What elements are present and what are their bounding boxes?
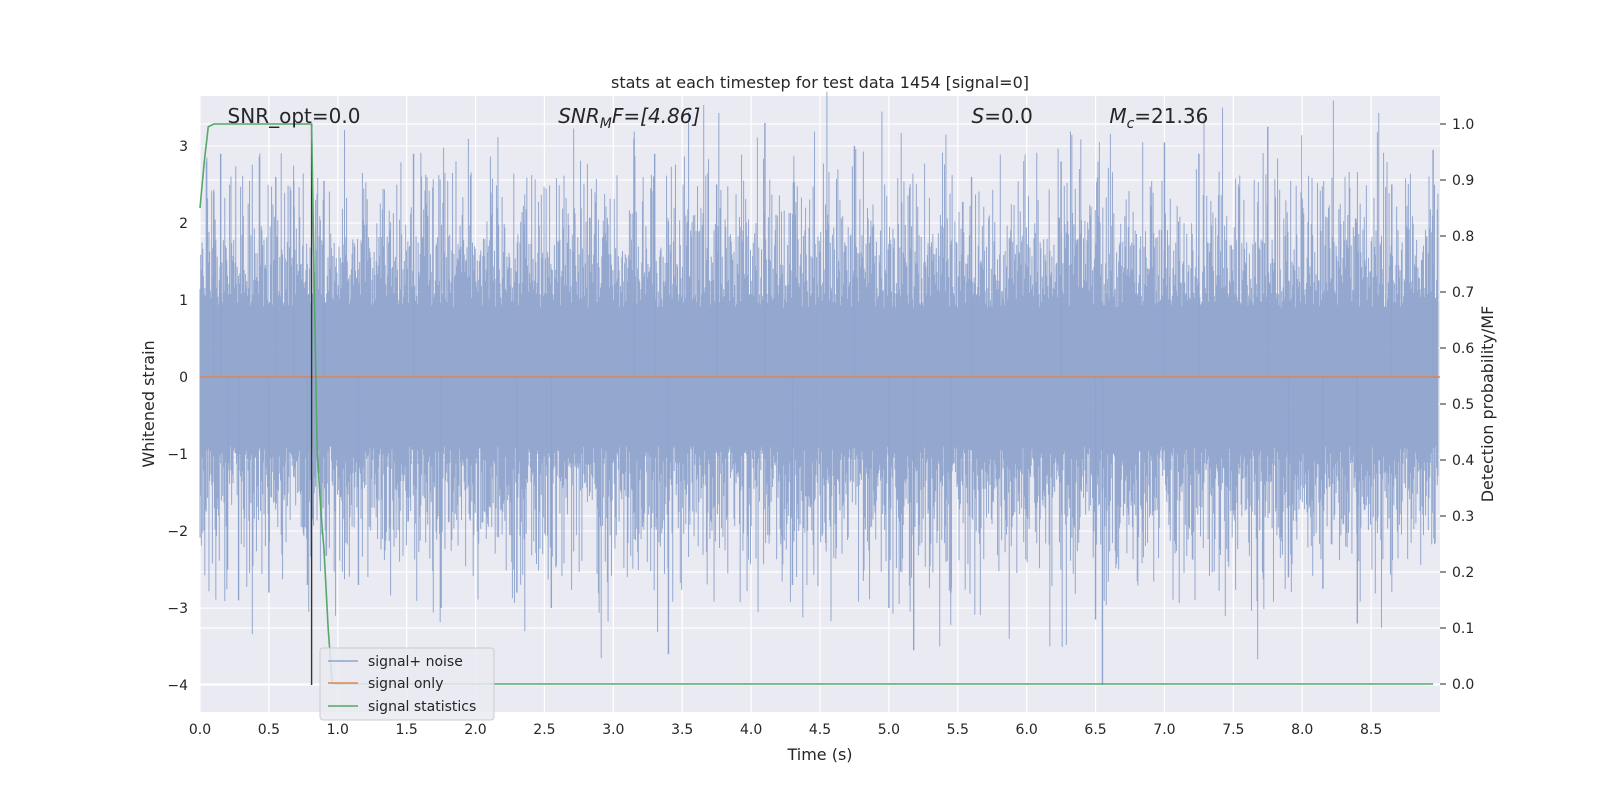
x-tick-label: 0.0 bbox=[189, 722, 211, 738]
x-tick-label: 5.0 bbox=[878, 722, 900, 738]
y-tick-label: 1 bbox=[179, 293, 188, 309]
y-tick-label: −3 bbox=[167, 601, 188, 617]
x-tick-label: 2.0 bbox=[464, 722, 486, 738]
y2-axis-label: Detection probability/MF bbox=[1478, 306, 1497, 503]
annotation-3: Mc=21.36 bbox=[1109, 104, 1208, 132]
y2-tick-label: 1.0 bbox=[1452, 117, 1474, 133]
x-tick-label: 5.5 bbox=[947, 722, 969, 738]
x-tick-label: 7.5 bbox=[1222, 722, 1244, 738]
x-tick-label: 3.0 bbox=[602, 722, 624, 738]
legend-label-signal-only: signal only bbox=[368, 676, 443, 692]
legend-box bbox=[319, 647, 495, 721]
y2-tick-label: 0.2 bbox=[1452, 565, 1474, 581]
legend-label-signal-statistics: signal statistics bbox=[368, 699, 476, 715]
data-layer bbox=[199, 91, 1440, 686]
legend: signal+ noise signal only signal statist… bbox=[319, 647, 495, 721]
y2-tick-label: 0.1 bbox=[1452, 621, 1474, 637]
series-signal-statistics bbox=[199, 123, 1434, 685]
y-tick-label: −4 bbox=[167, 678, 188, 694]
annotations: SNR_opt=0.0 SNRMF=[4.86] S=0.0 Mc=21.36 bbox=[228, 104, 1209, 132]
ticks: 0.0 0.5 1.0 1.5 2.0 2.5 3.0 3.5 4.0 4.5 5.0 5.5 6.0 6… bbox=[167, 117, 1474, 738]
y-tick-label: 3 bbox=[179, 139, 188, 155]
chart-title: stats at each timestep for test data 145… bbox=[611, 73, 1029, 92]
legend-label-signal-noise: signal+ noise bbox=[368, 654, 463, 670]
y-axis-label: Whitened strain bbox=[139, 340, 158, 467]
annotation-1: SNRMF=[4.86] bbox=[558, 104, 700, 132]
x-tick-label: 6.5 bbox=[1084, 722, 1106, 738]
x-tick-label: 2.5 bbox=[533, 722, 555, 738]
x-tick-label: 0.5 bbox=[258, 722, 280, 738]
y2-tick-label: 0.8 bbox=[1452, 229, 1474, 245]
y-tick-label: 2 bbox=[179, 216, 188, 232]
x-tick-label: 8.5 bbox=[1360, 722, 1382, 738]
x-tick-label: 3.5 bbox=[671, 722, 693, 738]
x-tick-label: 8.0 bbox=[1291, 722, 1313, 738]
y2-tick-label: 0.4 bbox=[1452, 453, 1474, 469]
x-axis-label: Time (s) bbox=[786, 745, 852, 764]
x-tick-label: 6.0 bbox=[1016, 722, 1038, 738]
x-tick-label: 4.5 bbox=[809, 722, 831, 738]
y-tick-label: −2 bbox=[167, 524, 188, 540]
series-signal-noise bbox=[199, 91, 1439, 660]
y-tick-label: −1 bbox=[167, 447, 188, 463]
y2-tick-label: 0.0 bbox=[1452, 677, 1474, 693]
y2-tick-label: 0.9 bbox=[1452, 173, 1474, 189]
x-tick-label: 1.5 bbox=[396, 722, 418, 738]
y2-tick-label: 0.3 bbox=[1452, 509, 1474, 525]
y2-tick-label: 0.7 bbox=[1452, 285, 1474, 301]
x-tick-label: 1.0 bbox=[327, 722, 349, 738]
annotation-0: SNR_opt=0.0 bbox=[228, 104, 361, 128]
y2-tick-label: 0.5 bbox=[1452, 397, 1474, 413]
y2-tick-label: 0.6 bbox=[1452, 341, 1474, 357]
y-tick-label: 0 bbox=[179, 370, 188, 386]
annotation-2: S=0.0 bbox=[972, 104, 1033, 128]
x-tick-label: 7.0 bbox=[1153, 722, 1175, 738]
x-tick-label: 4.0 bbox=[740, 722, 762, 738]
